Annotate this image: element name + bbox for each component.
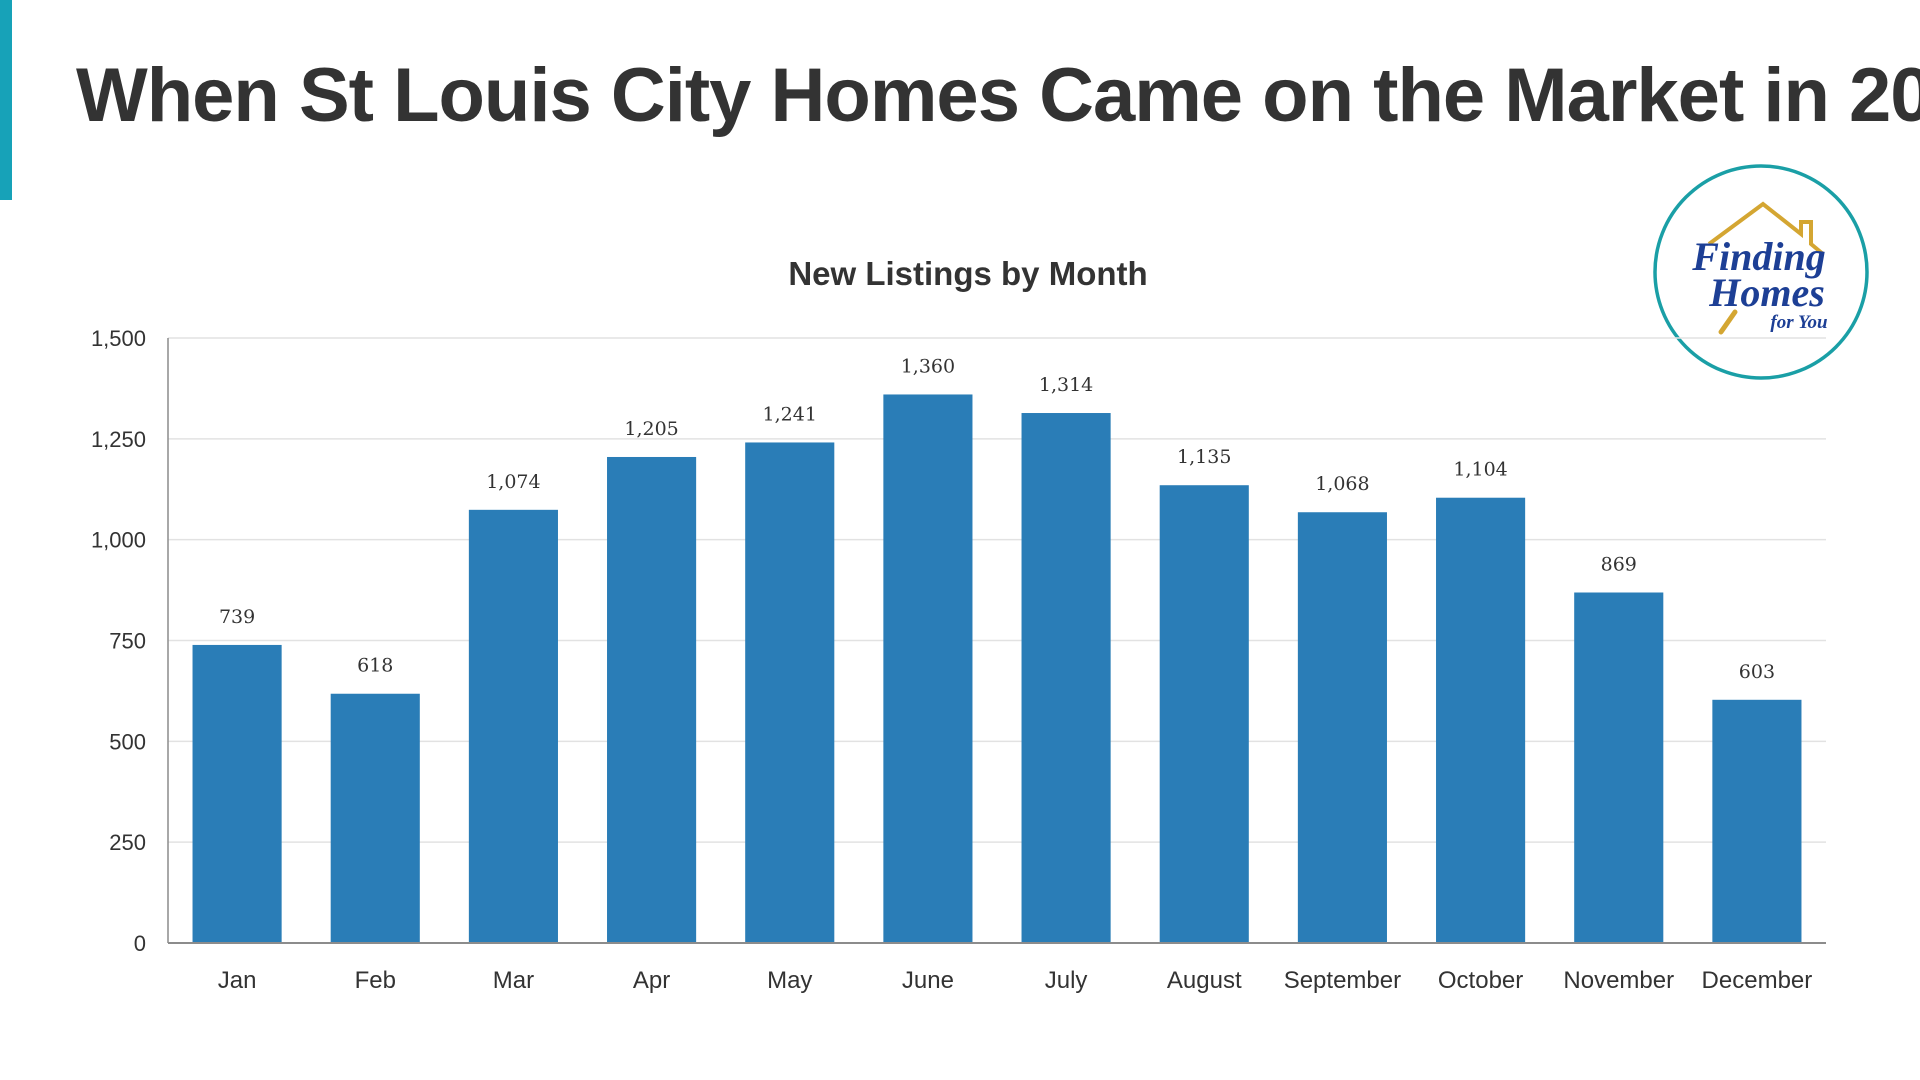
chart-title: New Listings by Month [788, 255, 1147, 292]
logo-ring [1653, 164, 1869, 380]
bar-apr [607, 456, 697, 943]
magnifier-icon [1718, 309, 1738, 335]
bar-may [745, 442, 835, 943]
logo-line2: Homes [1708, 270, 1825, 315]
bar-july [1021, 413, 1111, 943]
x-tick-label: August [1167, 967, 1242, 994]
y-axis: 0 250 500 750 1,000 1,250 1,500 [91, 326, 169, 956]
finding-homes-logo: Finding Homes for You [1651, 162, 1871, 382]
value-label: 1,241 [763, 403, 817, 425]
roof-icon [1707, 201, 1825, 256]
gridlines [168, 337, 1826, 843]
logo-line3: for You [1770, 312, 1827, 333]
x-tick-label: May [767, 967, 812, 994]
x-tick-label: December [1702, 967, 1813, 994]
accent-bar [0, 0, 12, 200]
y-tick-label: 500 [109, 729, 146, 754]
value-labels: 739 618 1,074 1,205 1,241 1,360 1,314 1,135 1,06… [219, 355, 1775, 682]
value-label: 1,068 [1315, 473, 1369, 495]
value-label: 1,074 [486, 471, 540, 493]
y-tick-label: 1,500 [91, 326, 146, 351]
x-tick-label: September [1284, 967, 1401, 994]
value-label: 739 [219, 606, 255, 628]
value-label: 1,360 [901, 355, 955, 377]
x-tick-label: July [1045, 967, 1088, 994]
bar-december [1712, 699, 1802, 943]
slide-title: When St Louis City Homes Came on the Mar… [76, 53, 1920, 138]
value-label: 1,314 [1039, 374, 1093, 396]
bar-september [1297, 512, 1387, 943]
x-tick-label: Feb [355, 967, 396, 994]
y-tick-label: 250 [109, 830, 146, 855]
value-label: 1,205 [624, 418, 678, 440]
bar-jan [192, 644, 282, 943]
bar-october [1436, 497, 1526, 943]
x-tick-label: Jan [218, 967, 257, 994]
bar-mar [468, 509, 558, 943]
bar-feb [330, 693, 420, 943]
y-tick-label: 750 [109, 629, 146, 654]
x-tick-label: Mar [493, 967, 534, 994]
x-tick-label: Apr [633, 967, 670, 994]
value-label: 603 [1739, 661, 1775, 683]
value-label: 1,104 [1453, 459, 1507, 481]
bar-november [1574, 592, 1664, 943]
x-tick-label: October [1438, 967, 1523, 994]
x-tick-label: November [1563, 967, 1674, 994]
y-tick-label: 1,000 [91, 528, 146, 553]
x-axis: Jan Feb Mar Apr May June July August September Oc… [168, 942, 1826, 994]
value-label: 618 [357, 655, 393, 677]
x-tick-label: June [902, 967, 954, 994]
bar-june [883, 394, 973, 943]
value-label: 869 [1601, 554, 1637, 576]
new-listings-chart: New Listings by Month 0 250 500 750 1,000 1,2… [91, 255, 1826, 994]
y-tick-label: 0 [134, 931, 146, 956]
bar-august [1159, 485, 1249, 943]
logo-graphic: Finding Homes for You [1653, 164, 1869, 380]
logo-line1: Finding [1691, 234, 1825, 279]
y-tick-label: 1,250 [91, 427, 146, 452]
value-label: 1,135 [1177, 446, 1231, 468]
bars [192, 394, 1802, 943]
